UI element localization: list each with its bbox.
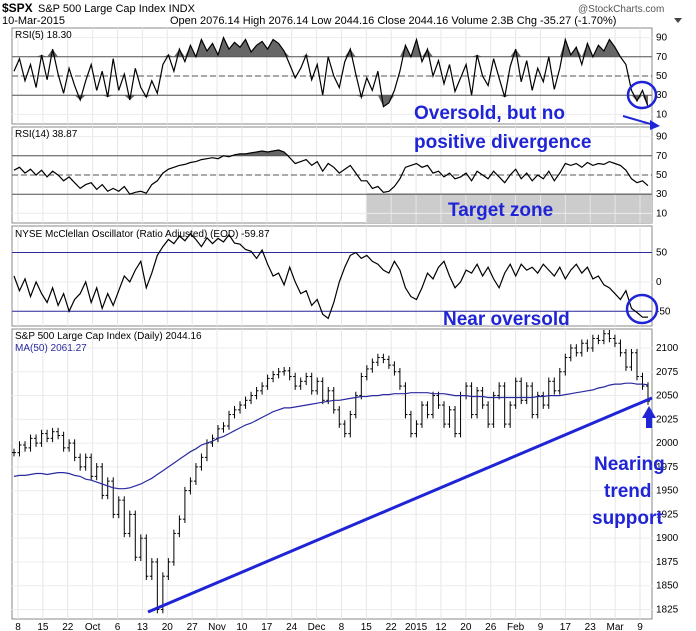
x-tick-label: 22: [62, 622, 74, 631]
y-tick-label: 1875: [656, 557, 679, 568]
header-ohlc: Open 2076.14 High 2076.14 Low 2044.16 Cl…: [170, 15, 616, 27]
header-date: 10-Mar-2015: [2, 15, 65, 27]
x-tick-label: 22: [386, 622, 398, 631]
divergence-arrow: [622, 115, 655, 126]
trend-support-arrow-icon: [642, 406, 656, 428]
annotation-nearing: Nearing: [594, 454, 665, 475]
ma-legend: MA(50) 2061.27: [15, 343, 87, 354]
rsi14-line: [13, 149, 649, 195]
y-tick-label: 30: [656, 90, 668, 101]
oversold-fill: [14, 95, 648, 107]
x-tick-label: 20: [460, 622, 472, 631]
rsi5-line: [13, 35, 649, 108]
header-name: S&P 500 Large Cap Index INDX: [38, 3, 196, 15]
y-tick-label: 0: [656, 277, 662, 288]
x-tick-label: Feb: [507, 622, 525, 631]
mcclellan-oversold-circle: [625, 293, 659, 325]
rsi5-oversold-circle: [626, 80, 658, 110]
mcclellan-title: NYSE McClellan Oscillator (Ratio Adjuste…: [15, 229, 270, 240]
watermark: @StockCharts.com: [578, 4, 664, 15]
annotation-support: support: [592, 508, 663, 529]
y-tick-label: 50: [656, 71, 668, 82]
y-tick-label: 1900: [656, 533, 679, 544]
header-symbol: $SPX: [2, 1, 33, 15]
price-panel-frame: [11, 328, 653, 620]
y-tick-label: 2000: [656, 438, 679, 449]
x-tick-label: 20: [162, 622, 174, 631]
mcclellan-line: [13, 232, 649, 320]
x-tick-label: 12: [435, 622, 447, 631]
y-tick-label: 70: [656, 52, 668, 63]
y-tick-label: 10: [656, 208, 668, 219]
y-tick-label: -50: [656, 306, 671, 317]
y-tick-label: 1950: [656, 486, 679, 497]
rsi14-title: RSI(14) 38.87: [15, 129, 78, 140]
x-tick-label: 6: [115, 622, 121, 631]
x-tick-label: Oct: [85, 622, 101, 631]
y-tick-label: 1975: [656, 462, 679, 473]
rsi5-title: RSI(5) 18.30: [15, 30, 72, 41]
x-tick-label: 8: [339, 622, 345, 631]
dropdown-arrow-icon[interactable]: [674, 18, 682, 23]
x-tick-label: 24: [286, 622, 298, 631]
y-tick-label: 90: [656, 132, 668, 143]
divergence-arrow-head-icon: [650, 120, 660, 130]
x-tick-label: 26: [485, 622, 497, 631]
trend-support-line: [147, 396, 653, 614]
price-title: S&P 500 Large Cap Index (Daily) 2044.16: [15, 331, 202, 342]
annotation-trend: trend: [604, 481, 652, 502]
x-tick-label: 10: [236, 622, 248, 631]
x-tick-label: 13: [137, 622, 149, 631]
x-tick-label: 17: [261, 622, 273, 631]
x-tick-label: 27: [187, 622, 199, 631]
x-tick-label: 8: [15, 622, 21, 631]
y-tick-label: 70: [656, 151, 668, 162]
x-tick-label: 9: [538, 622, 544, 631]
y-tick-label: 90: [656, 33, 668, 44]
annotation-oversold-line2: positive divergence: [414, 132, 591, 153]
y-tick-label: 50: [656, 247, 668, 258]
y-tick-label: 10: [656, 109, 668, 120]
x-tick-label: Dec: [308, 622, 326, 631]
target-zone-band: [366, 193, 652, 223]
annotation-oversold-line1: Oversold, but no: [414, 103, 565, 124]
annotation-near-oversold: Near oversold: [443, 309, 570, 330]
x-tick-label: 2015: [405, 622, 428, 631]
y-tick-label: 1925: [656, 509, 679, 520]
y-tick-label: 30: [656, 189, 668, 200]
x-tick-label: Mar: [607, 622, 625, 631]
ma50-line: [13, 382, 649, 490]
x-tick-label: 15: [361, 622, 373, 631]
y-tick-label: 1850: [656, 581, 679, 592]
y-tick-label: 2075: [656, 367, 679, 378]
x-tick-label: 9: [637, 622, 643, 631]
y-tick-label: 2050: [656, 391, 679, 402]
series-layer: [12, 35, 650, 614]
annotation-target-zone: Target zone: [448, 200, 553, 221]
x-tick-label: 15: [37, 622, 49, 631]
y-tick-label: 50: [656, 170, 668, 181]
x-tick-label: Nov: [208, 622, 226, 631]
y-tick-label: 2100: [656, 343, 679, 354]
x-tick-label: 23: [585, 622, 597, 631]
mcclellan-panel-frame: [11, 225, 653, 327]
y-tick-label: 1825: [656, 604, 679, 615]
tick-labels: 8 15 22 Oct 6 13 20 27 Nov 10 17 24 Dec 8 15 22 2015 12 20…: [15, 33, 678, 631]
x-tick-label: 17: [560, 622, 572, 631]
y-tick-label: 2025: [656, 414, 679, 425]
